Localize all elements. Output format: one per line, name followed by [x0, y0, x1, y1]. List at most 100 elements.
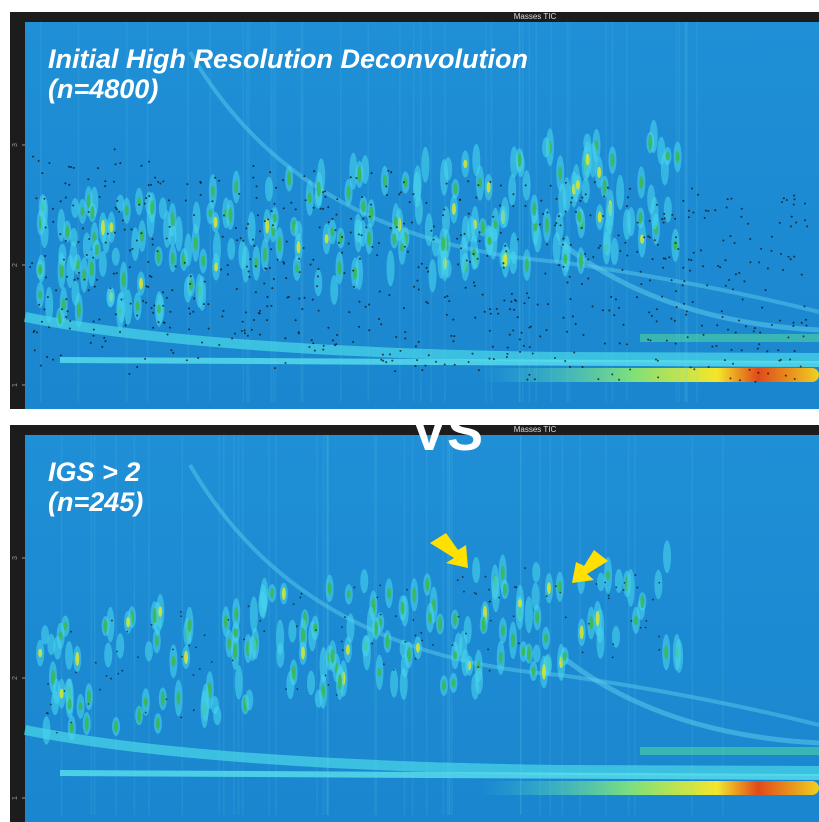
deconvolved-dot	[165, 296, 168, 299]
deconvolved-dot	[460, 247, 463, 250]
deconvolved-dot	[430, 229, 433, 232]
deconvolved-dot	[652, 598, 654, 601]
deconvolved-dot	[778, 221, 781, 224]
deconvolved-dot	[655, 203, 658, 206]
deconvolved-dot	[272, 277, 275, 280]
band	[640, 334, 819, 342]
deconvolved-dot	[165, 698, 168, 701]
deconvolved-dot	[545, 595, 548, 598]
peak-core	[369, 206, 374, 221]
peak	[597, 572, 606, 592]
deconvolved-dot	[402, 181, 405, 184]
peak-core	[511, 633, 516, 648]
peak-core	[61, 299, 66, 310]
deconvolved-dot	[475, 196, 478, 199]
deconvolved-dot	[726, 198, 729, 201]
deconvolved-dot	[68, 183, 71, 186]
deconvolved-dot	[787, 336, 790, 339]
deconvolved-dot	[731, 362, 734, 365]
deconvolved-dot	[352, 341, 355, 344]
peak	[654, 569, 663, 600]
deconvolved-dot	[322, 348, 325, 351]
peak	[558, 183, 567, 218]
deconvolved-dot	[128, 266, 131, 269]
deconvolved-dot	[402, 222, 405, 225]
deconvolved-dot	[671, 213, 674, 216]
deconvolved-dot	[472, 252, 475, 255]
deconvolved-dot	[370, 203, 373, 206]
deconvolved-dot	[692, 211, 695, 214]
peak	[201, 683, 210, 722]
deconvolved-dot	[167, 199, 170, 202]
peak-core	[543, 633, 548, 643]
peak-core	[546, 582, 551, 595]
streak	[411, 435, 414, 815]
peak	[45, 286, 54, 324]
deconvolved-dot	[270, 210, 273, 213]
deconvolved-dot	[390, 171, 393, 174]
deconvolved-dot	[789, 258, 792, 261]
peak	[116, 633, 125, 659]
deconvolved-dot	[581, 196, 584, 199]
deconvolved-dot	[92, 328, 95, 331]
deconvolved-dot	[312, 258, 315, 261]
deconvolved-dot	[273, 202, 276, 205]
peak	[158, 197, 167, 220]
deconvolved-dot	[488, 308, 491, 311]
deconvolved-dot	[188, 307, 191, 310]
deconvolved-dot	[414, 345, 417, 348]
peak-core	[80, 206, 85, 217]
peak	[386, 250, 395, 287]
streak	[327, 435, 329, 815]
deconvolved-dot	[793, 378, 796, 381]
peak-core	[223, 615, 228, 629]
peak	[459, 236, 468, 273]
deconvolved-dot	[691, 301, 694, 304]
deconvolved-dot	[381, 353, 384, 356]
deconvolved-dot	[184, 199, 187, 202]
peak	[552, 232, 561, 264]
peak-core	[387, 587, 392, 599]
peak-core	[575, 179, 580, 190]
peak-core	[367, 231, 372, 246]
deconvolved-dot	[98, 688, 101, 691]
deconvolved-dot	[569, 298, 572, 301]
deconvolved-dot	[516, 316, 519, 319]
peak-core	[500, 565, 505, 581]
deconvolved-dot	[648, 219, 651, 222]
deconvolved-dot	[533, 378, 536, 381]
deconvolved-dot	[93, 285, 96, 288]
streak	[696, 22, 698, 402]
peak	[346, 613, 355, 643]
deconvolved-dot	[764, 289, 767, 292]
deconvolved-dot	[546, 243, 549, 246]
peak-core	[184, 650, 189, 665]
deconvolved-dot	[730, 197, 733, 200]
deconvolved-dot	[478, 240, 481, 243]
deconvolved-dot	[145, 285, 148, 288]
deconvolved-dot	[156, 250, 159, 253]
peak	[40, 195, 49, 228]
deconvolved-dot	[104, 340, 107, 343]
deconvolved-dot	[625, 205, 628, 208]
deconvolved-dot	[104, 241, 107, 244]
deconvolved-dot	[502, 262, 505, 265]
deconvolved-dot	[265, 267, 268, 270]
deconvolved-dot	[693, 368, 696, 371]
streak	[248, 22, 250, 402]
deconvolved-dot	[478, 231, 481, 234]
deconvolved-dot	[128, 372, 131, 375]
deconvolved-dot	[559, 591, 562, 594]
deconvolved-dot	[221, 235, 224, 238]
deconvolved-dot	[673, 319, 676, 322]
deconvolved-dot	[766, 350, 769, 353]
deconvolved-dot	[614, 298, 617, 301]
peak-core	[156, 249, 161, 264]
peak-core	[78, 702, 83, 711]
peak	[400, 654, 409, 678]
deconvolved-dot	[780, 201, 783, 204]
deconvolved-dot	[353, 285, 356, 288]
peak-core	[385, 634, 390, 649]
deconvolved-dot	[35, 331, 38, 334]
